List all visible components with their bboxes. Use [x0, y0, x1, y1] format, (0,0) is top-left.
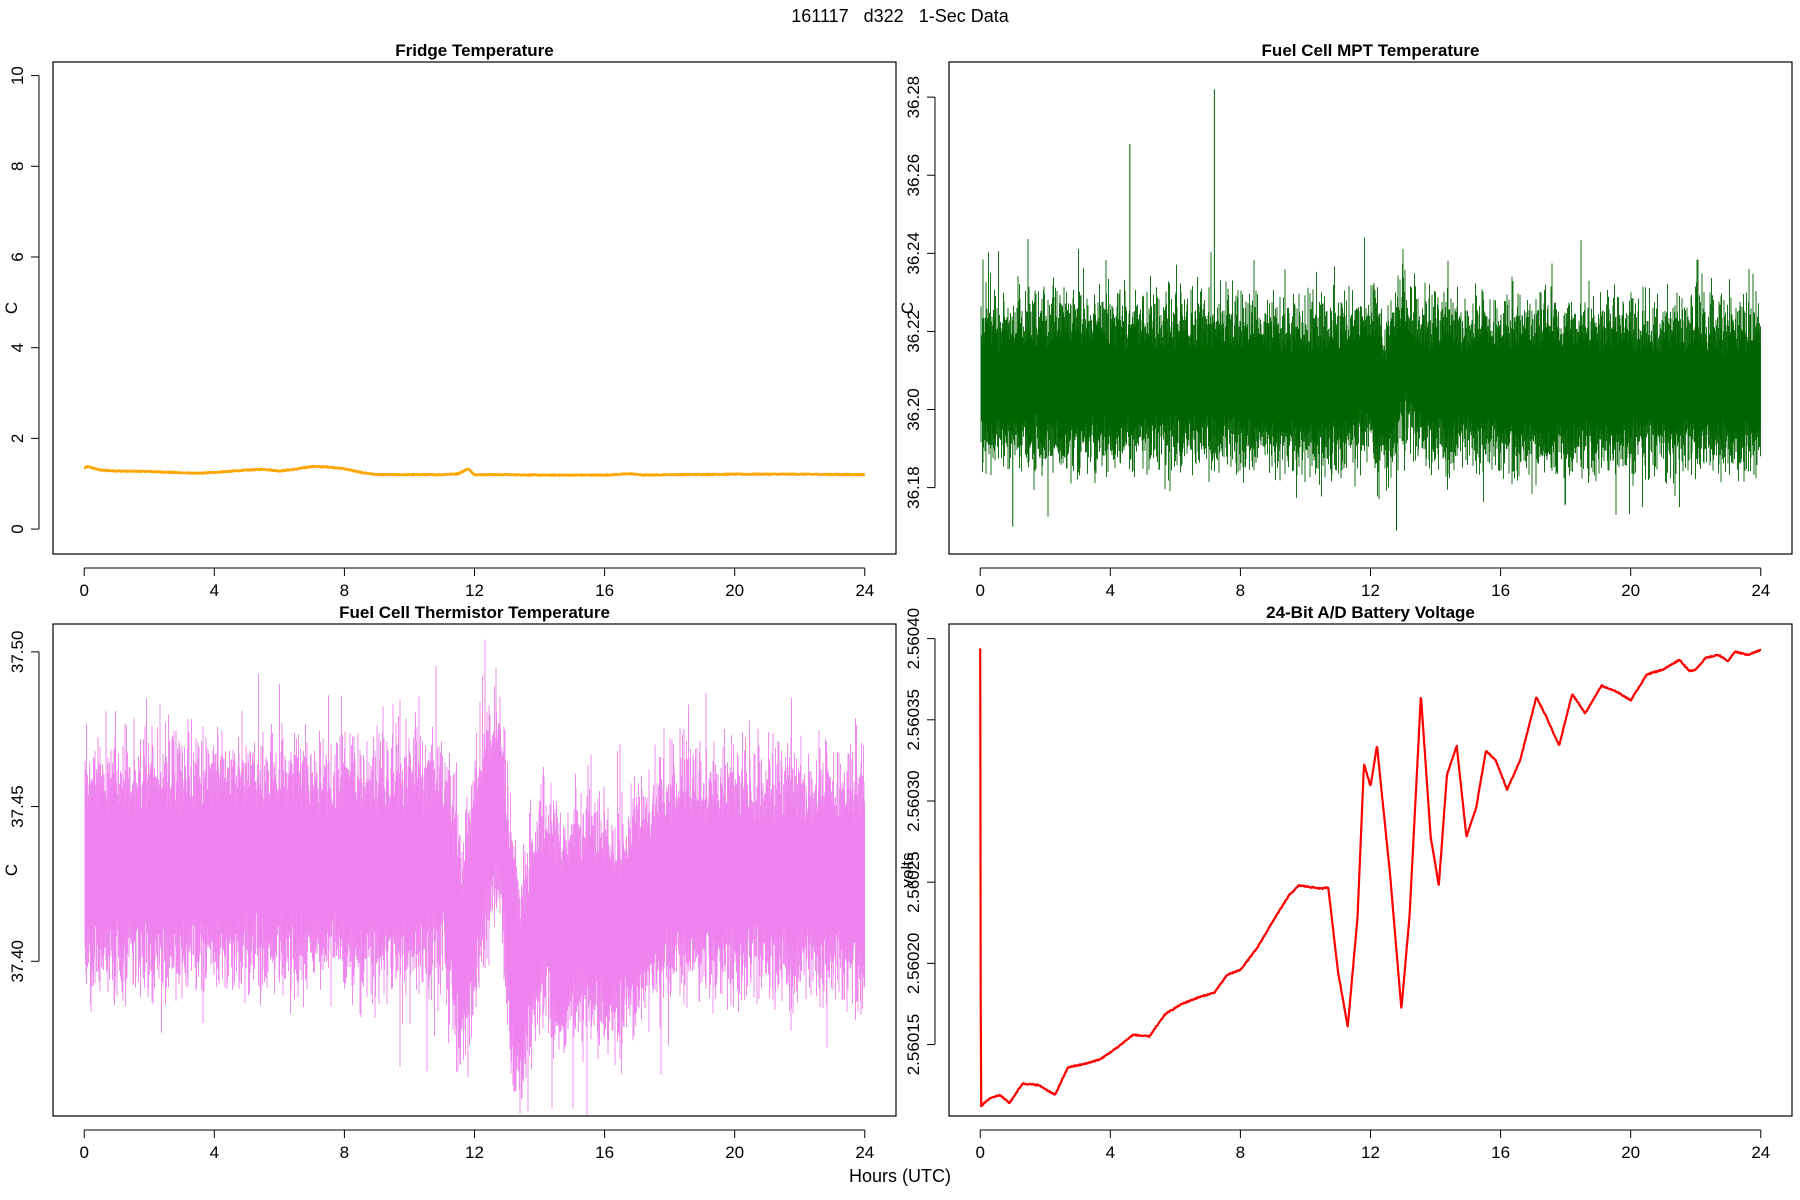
mpt-y-tick-label: 36.20 — [904, 388, 923, 431]
mpt-x-tick-label: 20 — [1621, 581, 1640, 600]
fridge-x-tick-label: 0 — [79, 581, 88, 600]
battery-x-tick-label: 12 — [1361, 1143, 1380, 1162]
mpt-x-tick-label: 16 — [1491, 581, 1510, 600]
fridge-x-tick-label: 24 — [855, 581, 874, 600]
fridge-x-tick-label: 4 — [210, 581, 219, 600]
battery-y-label: volts — [898, 853, 917, 888]
fridge-y-tick-label: 8 — [8, 162, 27, 171]
thermistor-x-tick-label: 24 — [855, 1143, 874, 1162]
mpt-y-label: C — [898, 302, 917, 314]
mpt-x-tick-label: 4 — [1106, 581, 1115, 600]
thermistor-x-tick-label: 16 — [595, 1143, 614, 1162]
fridge-series — [83, 464, 866, 477]
thermistor-x-tick-label: 20 — [725, 1143, 744, 1162]
thermistor-x-tick-label: 0 — [79, 1143, 88, 1162]
mpt-y-tick-label: 36.24 — [904, 232, 923, 275]
thermistor-y-label: C — [2, 864, 21, 876]
battery-x-tick-label: 16 — [1491, 1143, 1510, 1162]
panel-fuel-cell-mpt-temperature: Fuel Cell MPT Temperature C 0 4 8 12 16 20 24 36.… — [898, 41, 1793, 600]
thermistor-title: Fuel Cell Thermistor Temperature — [339, 603, 610, 622]
battery-y-tick-label: 2.56025 — [904, 851, 923, 912]
mpt-series — [980, 89, 1761, 531]
fridge-plot-frame — [52, 61, 897, 555]
mpt-y-tick-label: 36.18 — [904, 466, 923, 509]
battery-line — [979, 648, 1762, 1108]
fridge-x-tick-label: 8 — [340, 581, 349, 600]
fridge-x-tick-label: 20 — [725, 581, 744, 600]
mpt-x-tick-label: 8 — [1236, 581, 1245, 600]
panel-battery-voltage: 24-Bit A/D Battery Voltage volts 0 4 8 12 16 20… — [898, 603, 1793, 1162]
thermistor-y-tick-label: 37.45 — [8, 785, 27, 828]
thermistor-plot-frame — [52, 623, 897, 1117]
thermistor-y-tick-label: 37.50 — [8, 631, 27, 674]
battery-x-tick-label: 0 — [975, 1143, 984, 1162]
figure-title: 161117 d322 1-Sec Data — [791, 6, 1009, 26]
mpt-band — [980, 237, 1761, 517]
fridge-y-label: C — [2, 302, 21, 314]
fridge-y-tick-label: 2 — [8, 434, 27, 443]
battery-x-tick-label: 4 — [1106, 1143, 1115, 1162]
mpt-y-tick-label: 36.26 — [904, 154, 923, 197]
thermistor-x-tick-label: 4 — [210, 1143, 219, 1162]
thermistor-x-tick-label: 8 — [340, 1143, 349, 1162]
mpt-title: Fuel Cell MPT Temperature — [1262, 41, 1480, 60]
battery-x-tick-label: 8 — [1236, 1143, 1245, 1162]
fridge-title: Fridge Temperature — [395, 41, 553, 60]
fridge-y-tick-label: 0 — [8, 524, 27, 533]
battery-y-tick-label: 2.56040 — [904, 608, 923, 669]
mpt-x-tick-label: 0 — [975, 581, 984, 600]
battery-y-tick-label: 2.56030 — [904, 770, 923, 831]
battery-title: 24-Bit A/D Battery Voltage — [1266, 603, 1475, 622]
fridge-x-tick-label: 16 — [595, 581, 614, 600]
fridge-y-tick-label: 10 — [8, 66, 27, 85]
mpt-x-tick-label: 12 — [1361, 581, 1380, 600]
battery-plot-frame — [948, 623, 1793, 1117]
battery-y-tick-label: 2.56015 — [904, 1014, 923, 1075]
fridge-y-tick-label: 4 — [8, 343, 27, 352]
thermistor-series — [84, 639, 865, 1116]
battery-y-tick-label: 2.56035 — [904, 689, 923, 750]
mpt-x-tick-label: 24 — [1751, 581, 1770, 600]
thermistor-x-tick-label: 12 — [465, 1143, 484, 1162]
mpt-plot-frame — [948, 61, 1793, 555]
panel-fuel-cell-thermistor-temperature: Fuel Cell Thermistor Temperature C 0 4 8 12 16… — [2, 603, 897, 1162]
battery-x-tick-label: 24 — [1751, 1143, 1770, 1162]
mpt-y-tick-label: 36.28 — [904, 76, 923, 119]
battery-series — [979, 648, 1762, 1108]
fridge-y-tick-label: 6 — [8, 252, 27, 261]
mpt-y-tick-label: 36.22 — [904, 310, 923, 353]
battery-y-tick-label: 2.56020 — [904, 933, 923, 994]
thermistor-band — [84, 639, 865, 1116]
fridge-x-tick-label: 12 — [465, 581, 484, 600]
x-axis-label: Hours (UTC) — [849, 1166, 951, 1186]
thermistor-y-tick-label: 37.40 — [8, 940, 27, 983]
battery-x-tick-label: 20 — [1621, 1143, 1640, 1162]
fridge-line — [83, 464, 866, 477]
